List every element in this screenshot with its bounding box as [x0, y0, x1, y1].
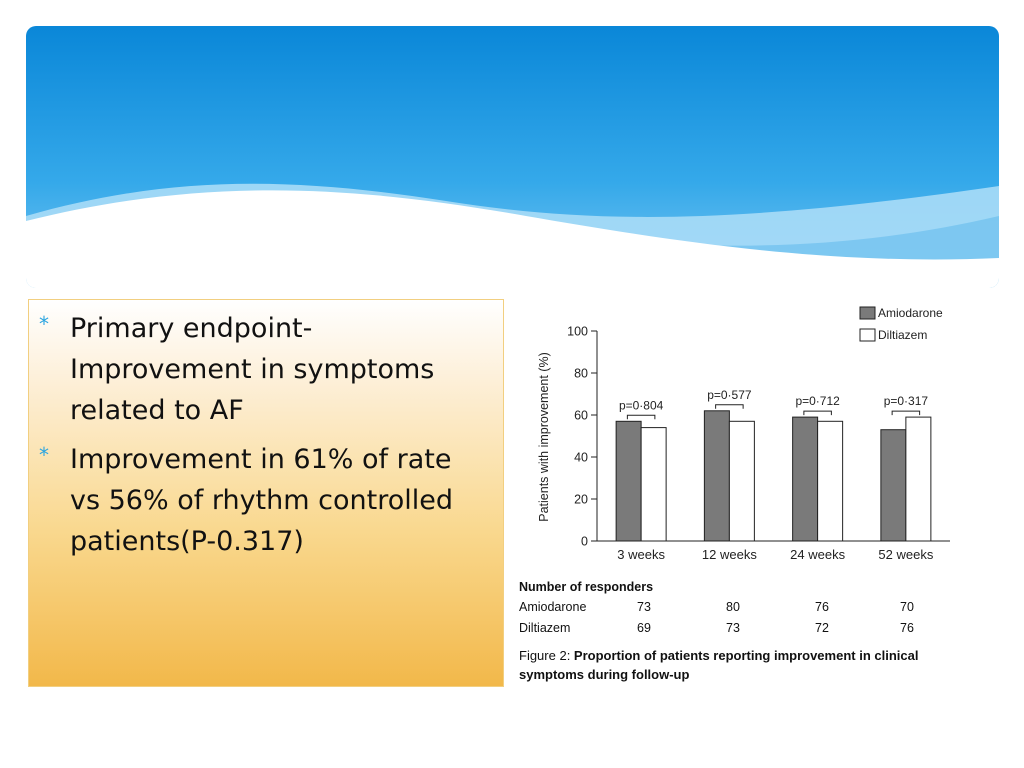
- y-tick-label: 60: [574, 409, 588, 423]
- p-value-bracket: [626, 414, 656, 420]
- y-tick-label: 40: [574, 451, 588, 465]
- x-tick-label: 24 weeks: [790, 547, 845, 562]
- bullet-text: Improvement in 61% of rate vs 56% of rhy…: [70, 444, 453, 557]
- bar-diltiazem: [905, 416, 932, 542]
- p-value-bracket: [803, 410, 832, 416]
- p-value-label: p=0·577: [707, 388, 752, 402]
- p-value-bracket: [891, 410, 921, 416]
- bar-amiodarone: [880, 429, 907, 542]
- y-axis-label: Patients with improvement (%): [537, 352, 551, 522]
- p-value-label: p=0·804: [619, 398, 664, 412]
- responders-cell: 70: [900, 600, 914, 614]
- legend: Amiodarone Diltiazem: [859, 306, 943, 342]
- y-tick-label: 20: [574, 493, 588, 507]
- y-tick-label: 80: [574, 367, 588, 381]
- legend-label-amiodarone: Amiodarone: [878, 306, 943, 320]
- responders-cell: 76: [815, 600, 829, 614]
- bar-diltiazem: [728, 420, 755, 542]
- responders-row: Diltiazem 69 73 72 76: [519, 621, 939, 642]
- responders-cell: 72: [815, 621, 829, 635]
- bullet-list-box: * Primary endpoint- Improvement in sympt…: [28, 299, 504, 687]
- responders-cell: 76: [900, 621, 914, 635]
- p-value-label: p=0·317: [884, 394, 929, 408]
- caption-text: Proportion of patients reporting improve…: [519, 648, 919, 682]
- x-tick-label: 12 weeks: [702, 547, 757, 562]
- header-banner: [26, 26, 999, 288]
- p-value-label: p=0·712: [795, 394, 840, 408]
- legend-swatch-diltiazem: [859, 328, 876, 342]
- responders-row-label: Diltiazem: [519, 621, 571, 635]
- legend-swatch-amiodarone: [859, 306, 876, 320]
- bullet-asterisk-icon: *: [39, 312, 49, 336]
- responders-row-label: Amiodarone: [519, 600, 587, 614]
- legend-label-diltiazem: Diltiazem: [878, 328, 927, 342]
- responders-cell: 80: [726, 600, 740, 614]
- y-tick-label: 100: [567, 325, 588, 339]
- x-tick-label: 3 weeks: [617, 547, 665, 562]
- responders-heading: Number of responders: [519, 580, 654, 594]
- responders-cell: 73: [637, 600, 651, 614]
- responders-table: Number of responders Amiodarone 73 80 76…: [519, 580, 939, 642]
- bar-amiodarone: [615, 420, 642, 542]
- bar-amiodarone: [703, 410, 730, 542]
- figure-caption: Figure 2: Proportion of patients reporti…: [519, 646, 959, 684]
- y-tick-label: 0: [581, 535, 588, 549]
- bar-chart: 0 20 40 60 80 100 3 weeks p=0·804 12 weeks p=0·57…: [537, 306, 950, 562]
- caption-prefix: Figure 2:: [519, 648, 574, 663]
- bar-diltiazem: [817, 420, 844, 542]
- p-value-bracket: [715, 404, 744, 409]
- bullet-asterisk-icon: *: [39, 443, 49, 467]
- responders-cell: 69: [637, 621, 651, 635]
- bullet-text: Primary endpoint- Improvement in symptom…: [70, 313, 435, 426]
- responders-row: Amiodarone 73 80 76 70: [519, 600, 939, 621]
- x-tick-label: 52 weeks: [878, 547, 933, 562]
- bar-diltiazem: [640, 427, 667, 542]
- bar-amiodarone: [792, 416, 819, 542]
- chart-plot-area: 0 20 40 60 80 100 3 weeks p=0·804 12 weeks p=0·57…: [567, 325, 950, 562]
- responders-cell: 73: [726, 621, 740, 635]
